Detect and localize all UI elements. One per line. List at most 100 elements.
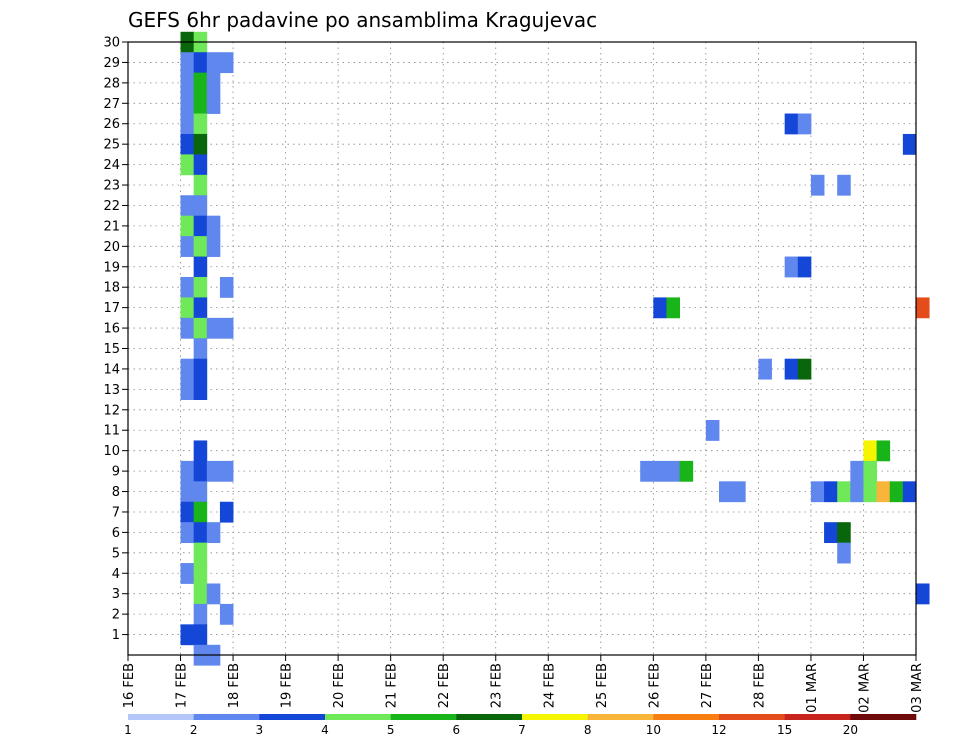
heatmap-cell — [180, 624, 195, 646]
heatmap-cell — [784, 256, 799, 278]
y-tick-label: 5 — [112, 546, 120, 561]
heatmap-cell — [180, 317, 195, 339]
x-tick-label: 25 FEB — [595, 663, 610, 708]
heatmap-cell — [193, 481, 208, 503]
y-tick-label: 21 — [103, 219, 120, 234]
y-tick-label: 24 — [103, 158, 120, 173]
heatmap-cell — [193, 358, 208, 380]
chart-title: GEFS 6hr padavine po ansamblima Kragujev… — [128, 8, 597, 32]
heatmap-cell — [193, 52, 208, 74]
x-tick-label: 02 MAR — [857, 663, 872, 713]
heatmap-cell — [180, 195, 195, 217]
heatmap-cell — [810, 481, 825, 503]
x-tick-label: 18 FEB — [227, 663, 242, 708]
heatmap-cell — [916, 583, 930, 605]
heatmap-cell — [206, 522, 221, 544]
heatmap-cell — [219, 317, 234, 339]
heatmap-cell — [193, 338, 208, 360]
y-tick-label: 20 — [103, 240, 120, 255]
colorbar-label: 6 — [453, 723, 461, 737]
x-tick-label: 24 FEB — [542, 663, 557, 708]
colorbar-label: 20 — [843, 723, 858, 737]
y-tick-label: 27 — [103, 97, 120, 112]
y-tick-label: 22 — [103, 199, 120, 214]
heatmap-cell — [837, 481, 851, 503]
heatmap-cell — [206, 93, 221, 114]
y-tick-label: 19 — [103, 260, 120, 275]
y-tick-label: 23 — [103, 179, 120, 194]
x-tick-label: 03 MAR — [910, 663, 925, 713]
x-tick-label: 17 FEB — [175, 663, 190, 708]
heatmap-cell — [810, 174, 825, 196]
heatmap-cell — [876, 440, 891, 462]
x-tick-label: 23 FEB — [490, 663, 505, 708]
heatmap-cell — [180, 236, 195, 257]
x-tick-label: 20 FEB — [332, 663, 347, 708]
x-axis: 16 FEB 17 FEB 18 FEB 19 FEB 20 FEB 21 FEB 22 F… — [122, 655, 925, 713]
heatmap-cell — [219, 603, 234, 625]
heatmap-cell — [863, 440, 877, 462]
x-tick-label: 26 FEB — [647, 663, 662, 708]
heatmap-cell — [180, 379, 195, 400]
heatmap-cell — [193, 154, 208, 176]
y-tick-label: 13 — [103, 383, 120, 398]
heatmap-cell — [784, 113, 799, 135]
heatmap-cell — [758, 358, 772, 380]
colorbar-label: 8 — [584, 723, 592, 737]
heatmap-cell — [193, 563, 208, 584]
colorbar-swatch — [390, 714, 457, 720]
heatmap-cell — [180, 460, 195, 482]
colorbar-swatch — [128, 714, 194, 720]
y-tick-label: 17 — [103, 301, 120, 316]
heatmap-cell — [193, 133, 208, 155]
heatmap-cell — [219, 52, 234, 74]
colorbar-label: 15 — [777, 723, 792, 737]
heatmap-cell — [666, 460, 680, 482]
colorbar-label: 2 — [190, 723, 198, 737]
heatmap-cell — [719, 481, 733, 503]
heatmap-cell — [180, 501, 195, 523]
heatmap-cell — [679, 460, 694, 482]
heatmap-cell — [193, 297, 208, 319]
colorbar-swatch — [325, 714, 391, 720]
heatmap-cell — [219, 501, 234, 523]
y-tick-label: 29 — [103, 56, 120, 71]
y-tick-label: 3 — [112, 587, 120, 602]
colorbar-label: 4 — [321, 723, 329, 737]
heatmap-cell — [640, 460, 654, 482]
heatmap-cell — [889, 481, 904, 503]
heatmap-cell — [193, 215, 208, 237]
heatmap-cell — [193, 256, 208, 278]
colorbar-label: 1 — [124, 723, 132, 737]
heatmap-cell — [180, 358, 195, 380]
y-tick-label: 10 — [103, 444, 120, 459]
heatmap-cell — [180, 93, 195, 114]
heatmap-cell — [193, 113, 208, 135]
heatmap-cell — [180, 133, 195, 155]
x-tick-label: 19 FEB — [280, 663, 295, 708]
heatmap-cell — [206, 460, 221, 482]
colorbar-swatch — [587, 714, 654, 720]
heatmap-cell — [180, 481, 195, 503]
heatmap-cell — [193, 236, 208, 257]
heatmap-cell — [193, 440, 208, 462]
heatmap-cell — [850, 481, 864, 503]
y-tick-label: 4 — [112, 567, 120, 582]
heatmap-cell — [876, 481, 891, 503]
heatmap-cell — [193, 583, 208, 605]
y-tick-label: 15 — [103, 342, 120, 357]
x-tick-label: 01 MAR — [805, 663, 820, 713]
heatmap-cell — [824, 481, 838, 503]
heatmap-cell — [180, 276, 195, 298]
colorbar-label: 7 — [518, 723, 526, 737]
heatmap-cell — [206, 72, 221, 94]
plot-frame — [127, 41, 917, 656]
y-tick-label: 9 — [112, 465, 120, 480]
y-tick-label: 7 — [112, 505, 120, 520]
heatmap-cell — [193, 603, 208, 625]
y-tick-label: 6 — [112, 526, 120, 541]
heatmap-cell — [824, 522, 838, 544]
y-tick-label: 8 — [112, 485, 120, 500]
heatmap-cell — [193, 93, 208, 114]
heatmap-cell — [797, 358, 812, 380]
